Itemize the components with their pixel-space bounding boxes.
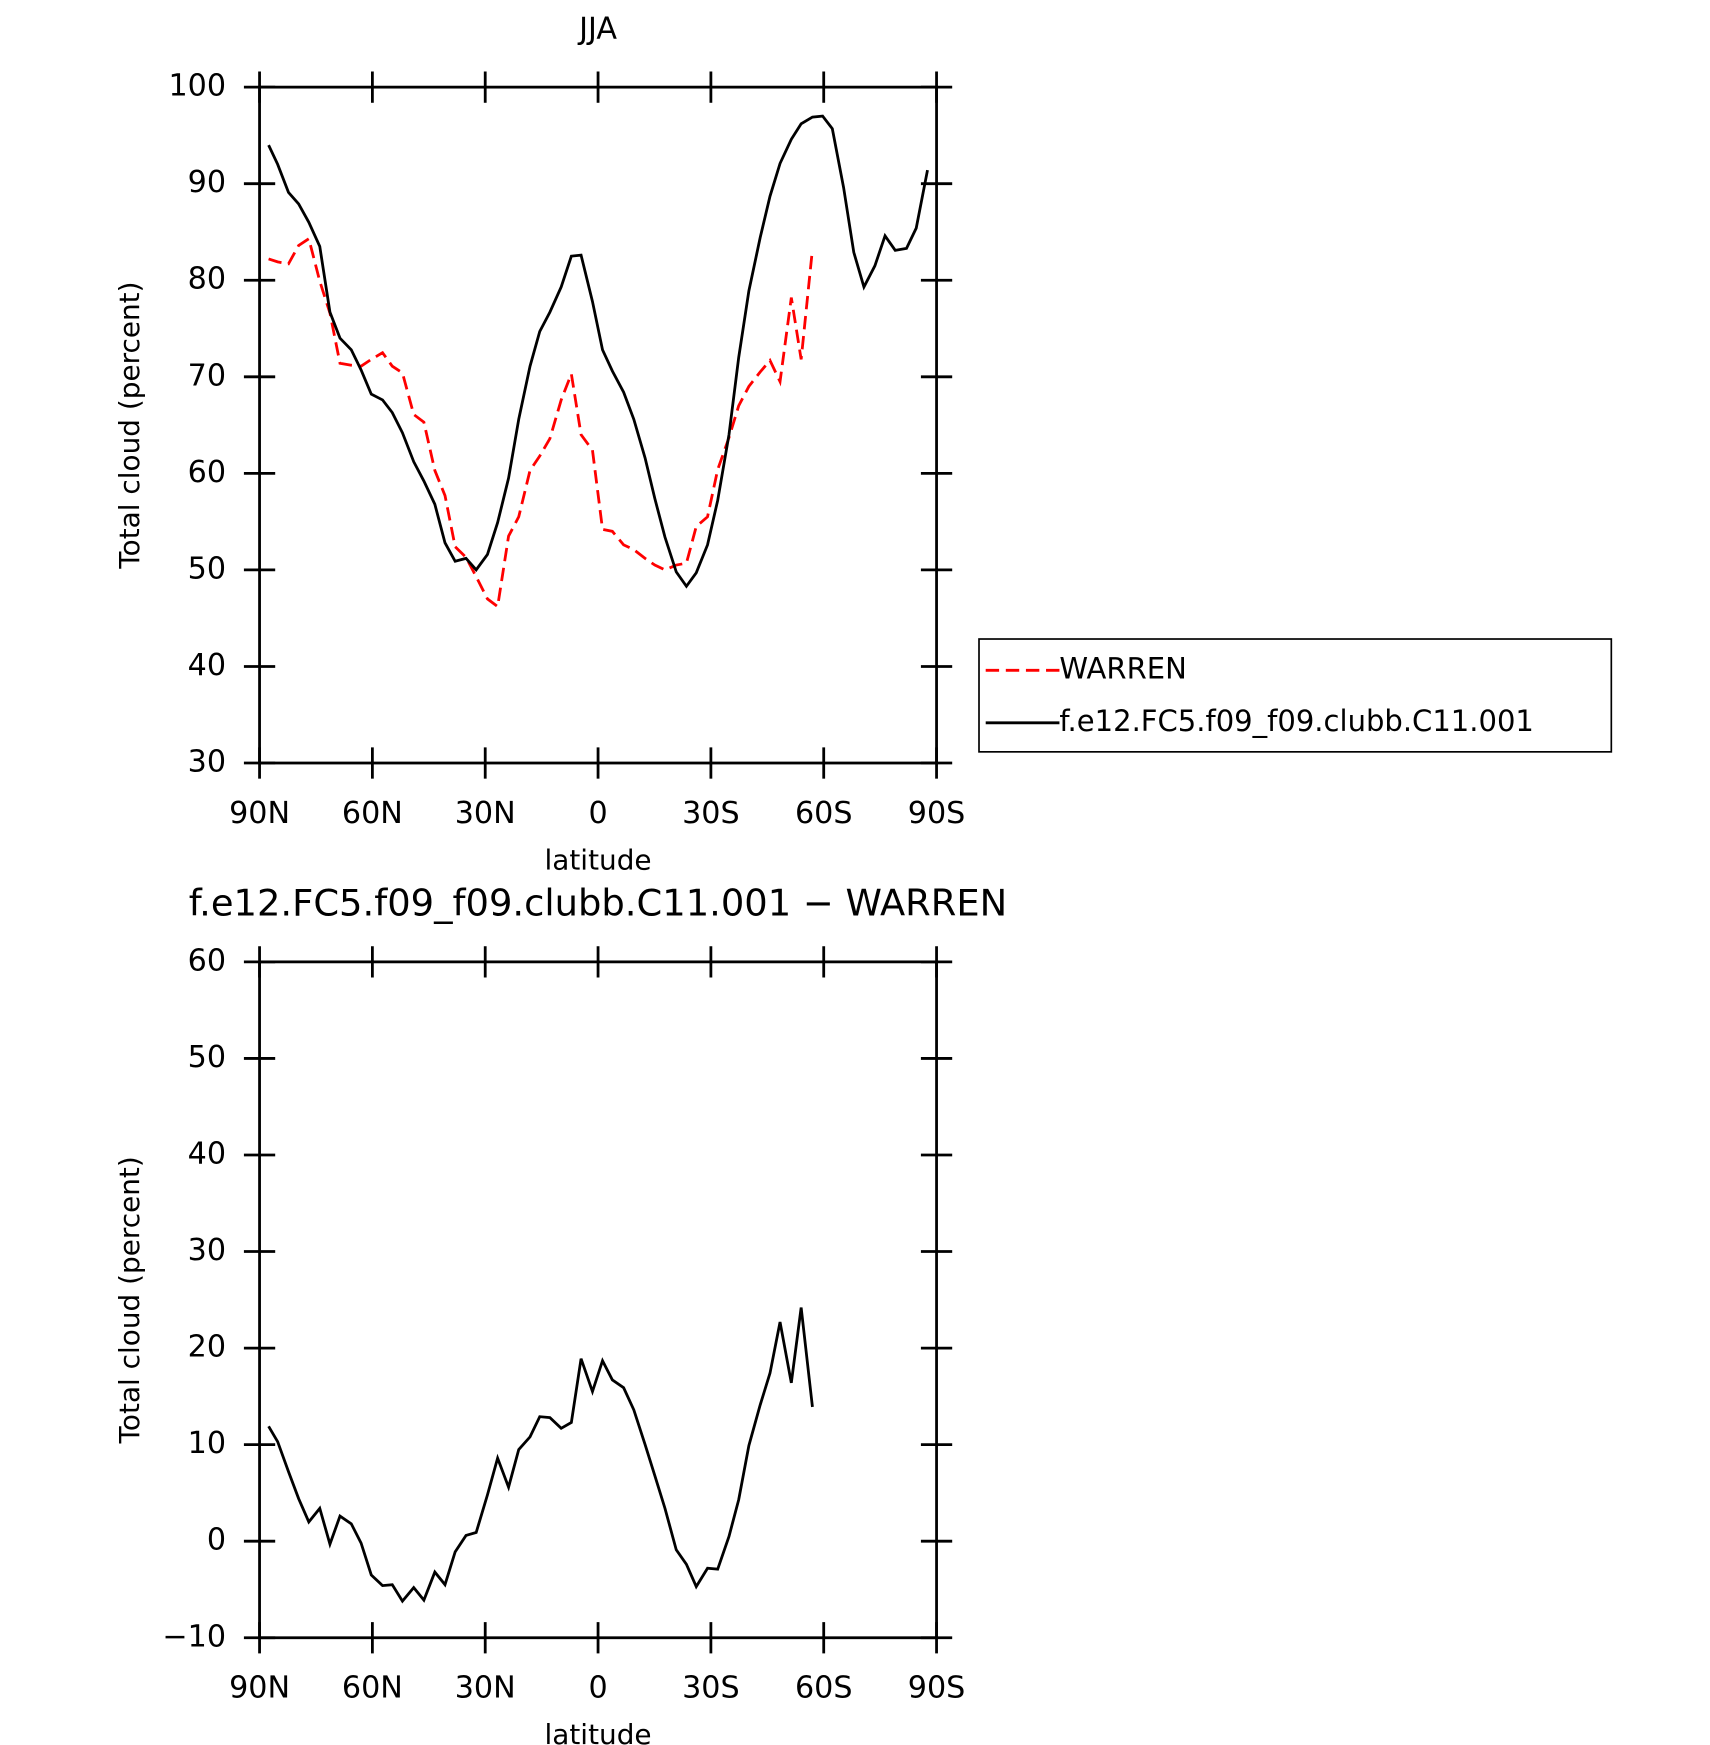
chart: f.e12.FC5.f09_f09.clubb.C11.001 − WARREN… [113,881,1007,1745]
data-line [268,236,814,610]
chart-title: JJA [577,12,617,47]
y-tick-label: 30 [188,745,226,780]
y-tick-label: 30 [188,1233,226,1268]
y-tick-label: 50 [188,551,226,586]
x-tick-label: 30N [455,796,516,831]
x-tick-label: 0 [588,1671,607,1706]
y-tick-label: 20 [188,1330,226,1365]
x-axis-label: latitude [545,1718,652,1745]
x-tick-label: 90S [908,796,966,831]
x-axis-label: latitude [545,843,652,876]
x-tick-label: 30N [455,1671,516,1706]
x-tick-label: 60N [342,796,403,831]
y-tick-label: 60 [188,943,226,978]
y-axis-label: Total cloud (percent) [113,1156,146,1444]
y-tick-label: 0 [207,1523,226,1558]
plot-frame [258,960,938,1640]
y-tick-label: 80 [188,262,226,297]
x-tick-label: 90N [229,1671,290,1706]
y-tick-label: −10 [162,1619,226,1654]
x-tick-label: 90S [908,1671,966,1706]
legend-label: f.e12.FC5.f09_f09.clubb.C11.001 [1059,704,1533,738]
plot-frame [258,85,938,765]
y-tick-label: 70 [188,358,226,393]
x-tick-label: 0 [588,796,607,831]
y-axis-label: Total cloud (percent) [113,282,146,570]
chart: JJA latitude Total cloud (percent) 30 40 50 60… [113,12,1613,876]
y-tick-label: 90 [188,165,226,200]
x-tick-label: 60S [795,1671,853,1706]
data-line [267,1307,814,1604]
legend-box [978,638,1613,753]
y-tick-label: 40 [188,648,226,683]
y-tick-label: 60 [188,455,226,490]
chart-title: f.e12.FC5.f09_f09.clubb.C11.001 − WARREN [189,881,1007,924]
x-tick-label: 90N [229,796,290,831]
x-tick-label: 60N [342,1671,403,1706]
data-line [267,114,929,589]
x-tick-label: 60S [795,796,853,831]
y-tick-label: 40 [188,1136,226,1171]
x-tick-label: 30S [682,796,740,831]
legend-label: WARREN [1059,651,1186,685]
y-tick-label: 50 [188,1040,226,1075]
x-tick-label: 30S [682,1671,740,1706]
y-tick-label: 10 [188,1426,226,1461]
y-tick-label: 100 [168,69,226,104]
